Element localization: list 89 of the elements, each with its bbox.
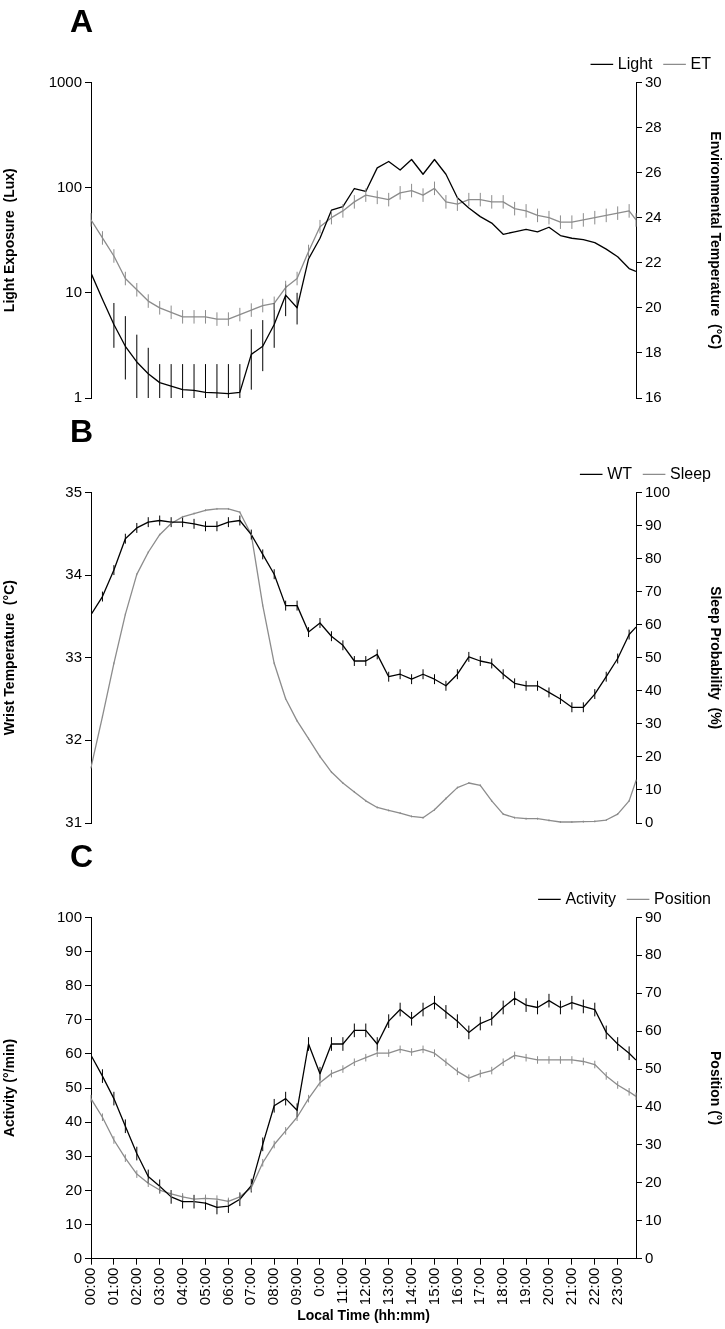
y2-axis-title: Environmental Temperature (°C): [707, 131, 724, 350]
y2-tick-label: 60: [645, 614, 662, 632]
x-tick-label: 22:00: [584, 1267, 602, 1306]
y-tick-label: 32: [65, 730, 82, 748]
x-tick-label: 12:00: [355, 1267, 373, 1306]
x-tick-label: 17:00: [470, 1267, 488, 1306]
y-tick-label: 40: [65, 1112, 82, 1130]
y2-tick-label: 10: [645, 1210, 662, 1228]
x-tick-label: 14:00: [401, 1267, 419, 1306]
y2-tick-label: 16: [645, 388, 662, 406]
y2-tick-label: 100: [645, 482, 671, 500]
y-tick-label: 70: [65, 1009, 82, 1027]
legend-label: Sleep: [670, 464, 712, 482]
x-tick-label: 03:00: [149, 1267, 167, 1306]
y-tick-label: 34: [65, 565, 82, 583]
x-axis-title: Local Time (hh:mm): [297, 1307, 430, 1324]
legend-label: Activity: [565, 889, 617, 907]
x-tick-label: 00:00: [81, 1267, 99, 1306]
y2-tick-label: 60: [645, 1021, 662, 1039]
y-axis-title: Light Exposure (Lux): [1, 168, 18, 313]
y-tick-label: 1000: [48, 72, 82, 90]
x-tick-label: 11:00: [333, 1267, 351, 1305]
y2-tick-label: 50: [645, 1059, 662, 1077]
legend-label: Position: [654, 889, 711, 907]
y-tick-label: 10: [65, 282, 82, 300]
y-tick-label: 10: [65, 1214, 82, 1232]
y2-tick-label: 80: [645, 945, 662, 963]
y-tick-label: 0: [73, 1248, 82, 1266]
x-tick-label: 16:00: [447, 1267, 465, 1306]
x-tick-label: 02:00: [126, 1267, 144, 1306]
y2-tick-label: 10: [645, 780, 662, 798]
x-tick-label: 01:00: [104, 1267, 122, 1306]
y2-tick-label: 0: [645, 813, 654, 831]
chart-title: B: [70, 413, 94, 450]
y-tick-label: 35: [65, 482, 82, 500]
chart-title: C: [70, 838, 94, 875]
x-tick-label: 19:00: [516, 1267, 534, 1306]
y-axis-title: Activity (°/min): [1, 1038, 18, 1138]
x-tick-label: 18:00: [493, 1267, 511, 1306]
y2-tick-label: 70: [645, 983, 662, 1001]
y2-tick-label: 18: [645, 343, 662, 361]
y-tick-label: 60: [65, 1044, 82, 1062]
y2-tick-label: 0: [645, 1248, 654, 1266]
y-tick-label: 31: [65, 813, 82, 831]
legend-label: WT: [607, 464, 633, 482]
x-tick-label: 0:00: [310, 1267, 328, 1297]
y-tick-label: 100: [56, 907, 82, 925]
y2-tick-label: 90: [645, 907, 662, 925]
y2-tick-label: 20: [645, 1172, 662, 1190]
x-tick-label: 21:00: [562, 1267, 580, 1306]
x-tick-label: 06:00: [218, 1267, 236, 1306]
y-tick-label: 100: [56, 177, 82, 195]
x-tick-label: 09:00: [287, 1267, 305, 1306]
y2-tick-label: 20: [645, 297, 662, 315]
x-tick-label: 08:00: [264, 1267, 282, 1306]
y2-tick-label: 22: [645, 252, 662, 270]
y-tick-label: 50: [65, 1078, 82, 1096]
y-tick-label: 90: [65, 941, 82, 959]
y-tick-label: 1: [73, 388, 82, 406]
y2-tick-label: 80: [645, 548, 662, 566]
y2-tick-label: 30: [645, 1135, 662, 1153]
y2-axis-title: Sleep Probability (%): [707, 586, 724, 730]
chart-title: A: [70, 3, 94, 40]
y-tick-label: 33: [65, 647, 82, 665]
x-tick-label: 15:00: [424, 1267, 442, 1306]
x-tick-label: 20:00: [539, 1267, 557, 1306]
legend-label: ET: [690, 54, 712, 72]
y-axis-title: Wrist Temperature (°C): [1, 580, 18, 736]
y2-tick-label: 26: [645, 162, 662, 180]
y-tick-label: 80: [65, 975, 82, 993]
y2-tick-label: 30: [645, 713, 662, 731]
y2-tick-label: 70: [645, 581, 662, 599]
y2-tick-label: 40: [645, 1097, 662, 1115]
y2-tick-label: 90: [645, 515, 662, 533]
x-tick-label: 04:00: [172, 1267, 190, 1306]
y2-tick-label: 24: [645, 207, 662, 225]
y2-tick-label: 30: [645, 72, 662, 90]
y2-axis-title: Position (°): [707, 1051, 724, 1126]
y2-tick-label: 28: [645, 117, 662, 135]
x-tick-label: 07:00: [241, 1267, 259, 1306]
legend-label: Light: [617, 54, 654, 72]
x-tick-label: 05:00: [195, 1267, 213, 1306]
y2-tick-label: 40: [645, 680, 662, 698]
x-tick-label: 23:00: [607, 1267, 625, 1306]
y2-tick-label: 20: [645, 747, 662, 765]
y-tick-label: 20: [65, 1180, 82, 1198]
y-tick-label: 30: [65, 1146, 82, 1164]
y2-tick-label: 50: [645, 647, 662, 665]
x-tick-label: 13:00: [378, 1267, 396, 1306]
